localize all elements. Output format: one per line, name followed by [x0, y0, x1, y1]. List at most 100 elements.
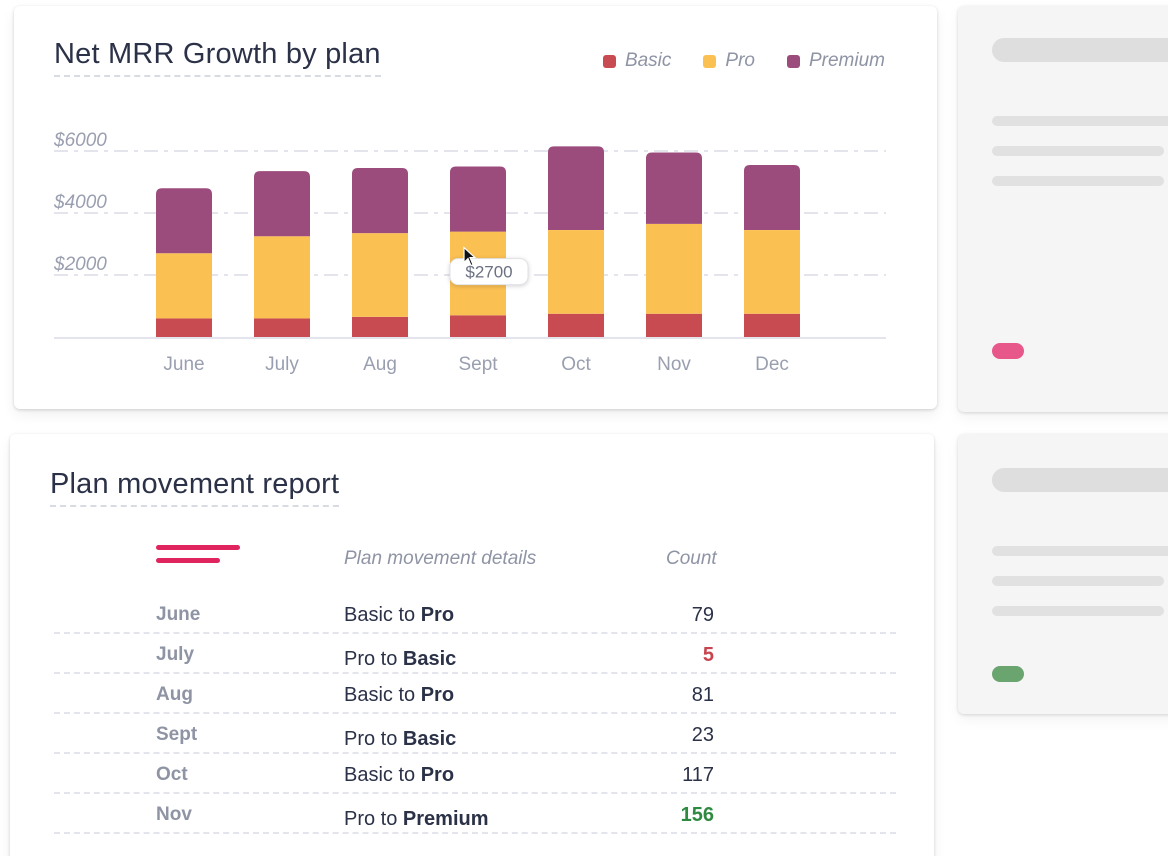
table-cell-month: Oct — [156, 764, 188, 785]
table-cell-details: Basic to Pro — [344, 684, 454, 707]
bar-segment-basic[interactable] — [744, 313, 800, 337]
x-tick-label: Oct — [561, 354, 591, 375]
bar-segment-basic[interactable] — [646, 313, 702, 337]
skeleton-line — [992, 176, 1164, 186]
x-tick-label: Aug — [363, 354, 397, 375]
tooltip-label: $2700 — [465, 263, 512, 282]
bar-segment-premium[interactable] — [744, 164, 800, 231]
bar-segment-basic[interactable] — [156, 318, 212, 337]
skeleton-card-bottom — [958, 434, 1168, 714]
movement-to-plan: Pro — [420, 684, 455, 706]
chart-legend: Basic Pro Premium — [602, 50, 885, 72]
movement-to-plan: Basic — [402, 728, 457, 750]
accent-lines-icon — [156, 545, 240, 563]
skeleton-title — [992, 38, 1168, 62]
legend-swatch-pro — [703, 54, 717, 68]
bar-segment-pro[interactable] — [744, 230, 800, 314]
bar-segment-premium[interactable] — [646, 152, 702, 224]
skeleton-line — [992, 576, 1164, 586]
movement-from: Basic to — [344, 604, 421, 626]
column-header-details: Plan movement details — [344, 548, 537, 569]
bar-segment-pro[interactable] — [156, 253, 212, 319]
movement-to-plan: Pro — [420, 604, 455, 626]
row-divider — [54, 632, 896, 634]
table-cell-count: 5 — [702, 644, 714, 666]
row-divider — [54, 712, 896, 714]
bar-segment-basic[interactable] — [254, 318, 310, 337]
skeleton-title — [992, 468, 1168, 492]
skeleton-pill — [992, 343, 1024, 359]
skeleton-pill — [992, 666, 1024, 682]
legend-swatch-premium — [786, 54, 800, 68]
movement-from: Pro to — [344, 648, 403, 670]
column-header-count: Count — [666, 548, 717, 569]
row-divider — [54, 672, 896, 674]
legend-label-pro: Pro — [725, 50, 755, 71]
bar-segment-pro[interactable] — [352, 233, 408, 317]
bar-segment-basic[interactable] — [450, 315, 506, 337]
table-cell-details: Pro to Basic — [344, 728, 456, 751]
skeleton-line — [992, 546, 1168, 556]
skeleton-line — [992, 146, 1164, 156]
movement-from: Basic to — [344, 684, 421, 706]
row-divider — [54, 792, 896, 794]
legend-label-premium: Premium — [808, 50, 885, 71]
movement-from: Pro to — [344, 728, 403, 750]
mouse-cursor-icon — [463, 246, 477, 267]
x-tick-label: Dec — [755, 354, 789, 375]
table-cell-month: June — [156, 604, 201, 625]
legend-item-pro[interactable]: Pro — [703, 50, 755, 72]
bar-tooltip: $2700 — [449, 258, 529, 286]
y-tick-label: $6000 — [53, 130, 107, 151]
legend-item-basic[interactable]: Basic — [602, 50, 672, 72]
bar-segment-pro[interactable] — [254, 236, 310, 319]
table-cell-month: Sept — [156, 724, 198, 745]
plan-movement-card: Plan movement report Plan movement detai… — [10, 434, 934, 856]
table-cell-month: July — [156, 644, 195, 665]
row-divider — [54, 832, 896, 834]
table-cell-month: Aug — [156, 684, 193, 705]
bar-segment-premium[interactable] — [156, 188, 212, 254]
bar-segment-pro[interactable] — [548, 230, 604, 314]
x-tick-label: Nov — [657, 354, 691, 375]
x-tick-label: June — [163, 354, 204, 375]
table-cell-details: Pro to Premium — [344, 808, 489, 831]
bar-segment-premium[interactable] — [254, 171, 310, 237]
legend-label-basic: Basic — [624, 50, 672, 71]
movement-to-plan: Basic — [402, 648, 457, 670]
bar-segment-basic[interactable] — [352, 316, 408, 337]
legend-item-premium[interactable]: Premium — [786, 50, 885, 72]
table-cell-month: Nov — [156, 804, 192, 825]
skeleton-line — [992, 116, 1168, 126]
table-cell-details: Basic to Pro — [344, 764, 454, 787]
bar-segment-premium[interactable] — [352, 168, 408, 234]
skeleton-card-top — [958, 6, 1168, 412]
table-cell-details: Basic to Pro — [344, 604, 454, 627]
bar-segment-basic[interactable] — [548, 313, 604, 337]
mrr-chart-card: Net MRR Growth by plan Basic Pro Premium… — [14, 6, 937, 409]
table-title: Plan movement report — [50, 468, 340, 507]
bar-segment-premium[interactable] — [450, 166, 506, 232]
movement-to-plan: Pro — [420, 764, 455, 786]
skeleton-line — [992, 606, 1164, 616]
movement-from: Pro to — [344, 808, 403, 830]
x-tick-label: July — [265, 354, 299, 375]
legend-swatch-basic — [602, 54, 616, 68]
table-cell-count: 23 — [691, 724, 714, 746]
x-tick-label: Sept — [458, 354, 498, 375]
bar-segment-premium[interactable] — [548, 146, 604, 231]
table-cell-details: Pro to Basic — [344, 648, 456, 671]
table-cell-count: 81 — [691, 684, 714, 706]
table-cell-count: 79 — [691, 604, 714, 626]
table-cell-count: 117 — [682, 764, 714, 786]
chart-title: Net MRR Growth by plan — [54, 38, 381, 77]
movement-to-plan: Premium — [402, 808, 489, 830]
y-tick-label: $4000 — [53, 192, 107, 213]
y-tick-label: $2000 — [53, 254, 107, 275]
row-divider — [54, 752, 896, 754]
table-cell-count: 156 — [680, 804, 714, 826]
tooltip-box — [449, 258, 529, 286]
bar-segment-pro[interactable] — [646, 223, 702, 314]
mrr-stacked-bar-chart: $6000 $4000 $2000 June July Aug Sept Oct Nov Dec… — [53, 130, 886, 375]
movement-from: Basic to — [344, 764, 421, 786]
